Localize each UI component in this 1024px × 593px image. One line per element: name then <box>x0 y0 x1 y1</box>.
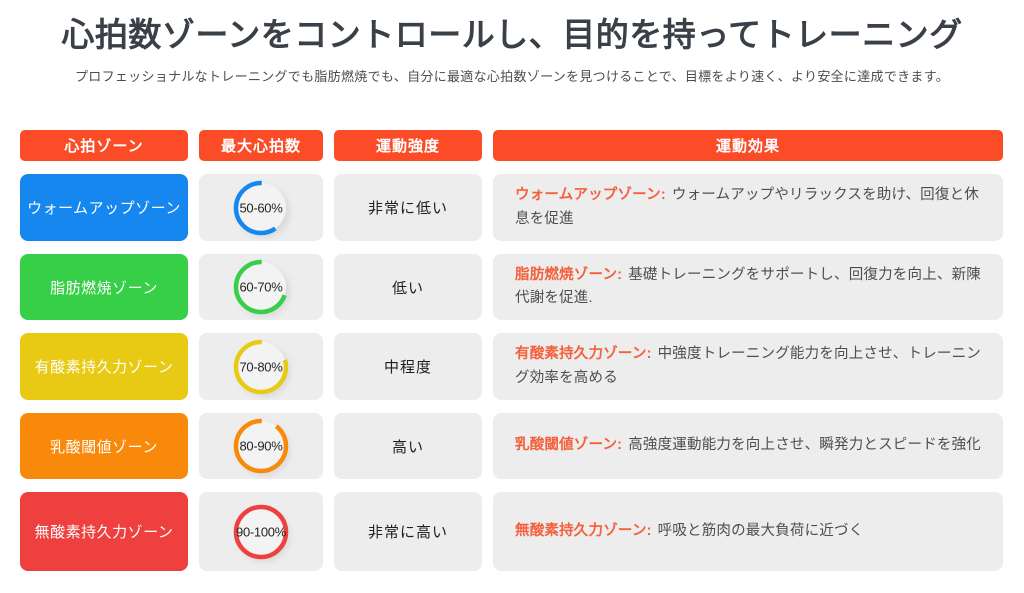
gauge-cell: 90-100% <box>199 492 323 571</box>
effect-zone-label: 脂肪燃焼ゾーン: <box>515 266 623 283</box>
effect-zone-label: 有酸素持久力ゾーン: <box>515 346 652 363</box>
gauge-arc-icon <box>233 180 289 235</box>
header-max-heart-rate: 最大心拍数 <box>199 130 323 161</box>
intensity-label: 非常に高い <box>367 524 448 541</box>
header-exercise-effect: 運動効果 <box>493 130 1003 161</box>
intensity-cell: 低い <box>334 254 482 320</box>
intensity-cell: 非常に低い <box>334 174 482 241</box>
gauge-lactate: 80-90% <box>233 418 289 474</box>
effect-cell: 乳酸閾値ゾーン: 高強度運動能力を向上させ、瞬発力とスピードを強化 <box>493 413 1003 479</box>
effect-cell: 無酸素持久力ゾーン: 呼吸と筋肉の最大負荷に近づく <box>493 492 1003 571</box>
gauge-arc-icon <box>233 339 289 394</box>
effect-description: 基礎トレーニングをサポートし、回復力を向上、新陳代謝を促進. <box>515 266 982 306</box>
page-subtitle: プロフェッショナルなトレーニングでも脂肪燃焼でも、自分に最適な心拍数ゾーンを見つ… <box>74 69 950 84</box>
intensity-label: 低い <box>391 279 424 297</box>
gauge-range-label: 70-80% <box>239 359 283 374</box>
intensity-cell: 高い <box>334 413 482 479</box>
zone-pill-warmup: ウォームアップゾーン <box>20 174 188 241</box>
zone-pill-aerobic: 有酸素持久力ゾーン <box>20 333 188 400</box>
zone-pill-anaerobic: 無酸素持久力ゾーン <box>20 492 188 571</box>
intensity-label: 高い <box>391 438 424 456</box>
effect-cell: 有酸素持久力ゾーン: 中強度トレーニング能力を向上させ、トレーニング効率を高める <box>493 333 1003 400</box>
gauge-cell: 60-70% <box>199 254 323 320</box>
zone-pill-fat-burn: 脂肪燃焼ゾーン <box>20 254 188 320</box>
effect-description: 呼吸と筋肉の最大負荷に近づく <box>657 522 864 539</box>
gauge-range-label: 60-70% <box>239 279 283 295</box>
effect-text: 脂肪燃焼ゾーン: 基礎トレーニングをサポートし、回復力を向上、新陳代謝を促進. <box>515 264 981 311</box>
effect-text: 乳酸閾値ゾーン: 高強度運動能力を向上させ、瞬発力とスピードを強化 <box>515 434 981 457</box>
intensity-cell: 非常に高い <box>334 492 482 571</box>
gauge-range-label: 50-60% <box>239 200 283 215</box>
effect-description: 高強度運動能力を向上させ、瞬発力とスピードを強化 <box>628 437 982 454</box>
heart-rate-zone-table: 心拍ゾーン 最大心拍数 運動強度 運動効果 ウォームアップゾーン 50-60% … <box>20 130 1003 571</box>
effect-cell: 脂肪燃焼ゾーン: 基礎トレーニングをサポートし、回復力を向上、新陳代謝を促進. <box>493 254 1003 320</box>
header-exercise-intensity: 運動強度 <box>334 130 482 161</box>
gauge-arc-icon <box>233 504 289 559</box>
zone-pill-lactate: 乳酸閾値ゾーン <box>20 413 188 479</box>
intensity-label: 中程度 <box>383 359 432 376</box>
gauge-aerobic: 70-80% <box>233 339 289 395</box>
intensity-label: 非常に低い <box>367 200 448 217</box>
effect-text: 無酸素持久力ゾーン: 呼吸と筋肉の最大負荷に近づく <box>515 520 863 543</box>
gauge-cell: 50-60% <box>199 174 323 241</box>
effect-zone-label: ウォームアップゾーン: <box>515 187 666 204</box>
gauge-cell: 70-80% <box>199 333 323 400</box>
effect-zone-label: 無酸素持久力ゾーン: <box>515 522 652 539</box>
gauge-range-label: 90-100% <box>236 524 286 539</box>
intensity-cell: 中程度 <box>334 333 482 400</box>
gauge-arc-icon <box>233 259 289 315</box>
effect-cell: ウォームアップゾーン: ウォームアップやリラックスを助け、回復と休息を促進 <box>493 174 1003 241</box>
gauge-anaerobic: 90-100% <box>233 504 289 560</box>
header-heart-rate-zone: 心拍ゾーン <box>20 130 188 161</box>
gauge-arc-icon <box>233 418 289 474</box>
effect-text: ウォームアップゾーン: ウォームアップやリラックスを助け、回復と休息を促進 <box>515 184 981 231</box>
gauge-cell: 80-90% <box>199 413 323 479</box>
effect-zone-label: 乳酸閾値ゾーン: <box>515 437 623 454</box>
gauge-warmup: 50-60% <box>233 180 289 236</box>
effect-description: 中強度トレーニング能力を向上させ、トレーニング効率を高める <box>515 346 982 386</box>
page-title: 心拍数ゾーンをコントロールし、目的を持ってトレーニング <box>61 16 963 53</box>
gauge-range-label: 80-90% <box>239 438 283 454</box>
effect-description: ウォームアップやリラックスを助け、回復と休息を促進 <box>515 187 979 227</box>
gauge-fat-burn: 60-70% <box>233 259 289 315</box>
effect-text: 有酸素持久力ゾーン: 中強度トレーニング能力を向上させ、トレーニング効率を高める <box>515 343 981 390</box>
